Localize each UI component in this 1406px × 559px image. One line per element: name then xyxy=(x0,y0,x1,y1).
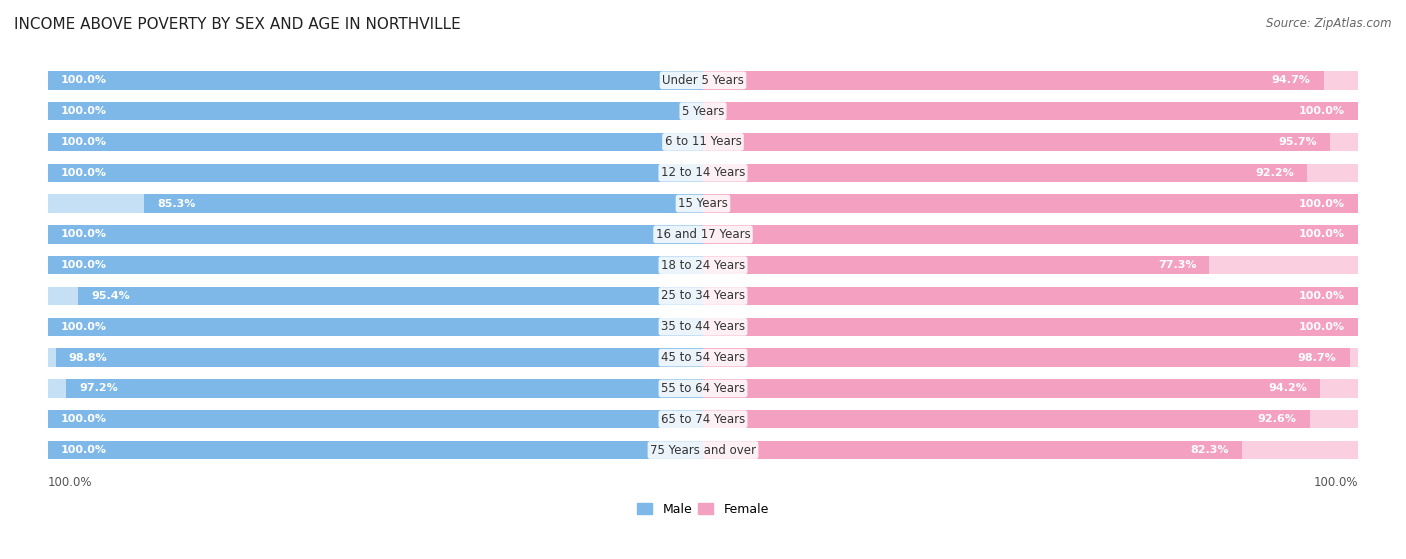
Text: 100.0%: 100.0% xyxy=(1299,198,1346,209)
Bar xyxy=(703,195,1358,213)
Bar xyxy=(703,410,1358,429)
Text: 5 Years: 5 Years xyxy=(682,105,724,117)
Bar xyxy=(48,102,703,120)
Text: 16 and 17 Years: 16 and 17 Years xyxy=(655,228,751,241)
Text: 85.3%: 85.3% xyxy=(157,198,195,209)
Bar xyxy=(48,379,703,397)
Text: 100.0%: 100.0% xyxy=(48,476,93,489)
Bar xyxy=(703,164,1308,182)
Bar xyxy=(48,225,703,244)
Text: 35 to 44 Years: 35 to 44 Years xyxy=(661,320,745,333)
Bar xyxy=(56,348,703,367)
Text: 45 to 54 Years: 45 to 54 Years xyxy=(661,351,745,364)
Bar xyxy=(48,256,703,274)
Bar xyxy=(48,348,703,367)
Bar xyxy=(703,287,1358,305)
Text: 92.2%: 92.2% xyxy=(1256,168,1294,178)
Bar xyxy=(48,71,703,89)
Text: 100.0%: 100.0% xyxy=(60,229,107,239)
Text: 65 to 74 Years: 65 to 74 Years xyxy=(661,413,745,426)
Bar xyxy=(66,379,703,397)
Text: Under 5 Years: Under 5 Years xyxy=(662,74,744,87)
Text: 100.0%: 100.0% xyxy=(1313,476,1358,489)
Bar xyxy=(48,318,703,336)
Text: 18 to 24 Years: 18 to 24 Years xyxy=(661,259,745,272)
Text: 100.0%: 100.0% xyxy=(60,414,107,424)
Bar xyxy=(703,71,1358,89)
Text: 25 to 34 Years: 25 to 34 Years xyxy=(661,290,745,302)
Bar xyxy=(48,441,703,459)
Text: 92.6%: 92.6% xyxy=(1258,414,1296,424)
Text: 82.3%: 82.3% xyxy=(1191,445,1229,455)
Bar xyxy=(48,287,703,305)
Bar xyxy=(48,256,703,274)
Bar xyxy=(48,225,703,244)
Bar xyxy=(703,348,1350,367)
Legend: Male, Female: Male, Female xyxy=(633,498,773,520)
Bar xyxy=(703,379,1358,397)
Text: 98.8%: 98.8% xyxy=(69,353,107,363)
Bar xyxy=(703,132,1358,151)
Bar xyxy=(48,102,703,120)
Bar xyxy=(703,132,1330,151)
Text: 100.0%: 100.0% xyxy=(1299,322,1346,332)
Bar xyxy=(703,379,1320,397)
Text: Source: ZipAtlas.com: Source: ZipAtlas.com xyxy=(1267,17,1392,30)
Text: 100.0%: 100.0% xyxy=(1299,106,1346,116)
Text: INCOME ABOVE POVERTY BY SEX AND AGE IN NORTHVILLE: INCOME ABOVE POVERTY BY SEX AND AGE IN N… xyxy=(14,17,461,32)
Bar xyxy=(48,164,703,182)
Text: 100.0%: 100.0% xyxy=(60,322,107,332)
Bar xyxy=(703,441,1358,459)
Bar xyxy=(77,287,703,305)
Bar xyxy=(48,132,703,151)
Bar xyxy=(703,256,1209,274)
Text: 100.0%: 100.0% xyxy=(60,260,107,270)
Bar xyxy=(48,410,703,429)
Bar xyxy=(703,318,1358,336)
Bar xyxy=(48,164,703,182)
Text: 12 to 14 Years: 12 to 14 Years xyxy=(661,166,745,179)
Bar xyxy=(48,195,703,213)
Text: 98.7%: 98.7% xyxy=(1298,353,1337,363)
Bar xyxy=(703,195,1358,213)
Text: 55 to 64 Years: 55 to 64 Years xyxy=(661,382,745,395)
Bar xyxy=(48,441,703,459)
Bar xyxy=(48,71,703,89)
Text: 77.3%: 77.3% xyxy=(1159,260,1197,270)
Text: 100.0%: 100.0% xyxy=(1299,229,1346,239)
Text: 97.2%: 97.2% xyxy=(79,383,118,394)
Bar xyxy=(703,225,1358,244)
Text: 95.7%: 95.7% xyxy=(1278,137,1317,147)
Bar xyxy=(48,132,703,151)
Text: 94.2%: 94.2% xyxy=(1268,383,1308,394)
Text: 94.7%: 94.7% xyxy=(1271,75,1310,86)
Bar xyxy=(703,164,1358,182)
Text: 100.0%: 100.0% xyxy=(60,168,107,178)
Text: 95.4%: 95.4% xyxy=(91,291,129,301)
Bar xyxy=(703,71,1323,89)
Text: 100.0%: 100.0% xyxy=(60,137,107,147)
Bar xyxy=(703,441,1243,459)
Text: 15 Years: 15 Years xyxy=(678,197,728,210)
Bar xyxy=(703,348,1358,367)
Bar xyxy=(703,256,1358,274)
Text: 100.0%: 100.0% xyxy=(60,445,107,455)
Bar xyxy=(143,195,703,213)
Bar xyxy=(48,410,703,429)
Bar xyxy=(48,318,703,336)
Text: 75 Years and over: 75 Years and over xyxy=(650,443,756,457)
Text: 6 to 11 Years: 6 to 11 Years xyxy=(665,135,741,149)
Text: 100.0%: 100.0% xyxy=(1299,291,1346,301)
Text: 100.0%: 100.0% xyxy=(60,75,107,86)
Bar xyxy=(703,410,1310,429)
Bar xyxy=(703,102,1358,120)
Bar xyxy=(703,318,1358,336)
Bar xyxy=(703,287,1358,305)
Bar xyxy=(703,225,1358,244)
Text: 100.0%: 100.0% xyxy=(60,106,107,116)
Bar xyxy=(703,102,1358,120)
